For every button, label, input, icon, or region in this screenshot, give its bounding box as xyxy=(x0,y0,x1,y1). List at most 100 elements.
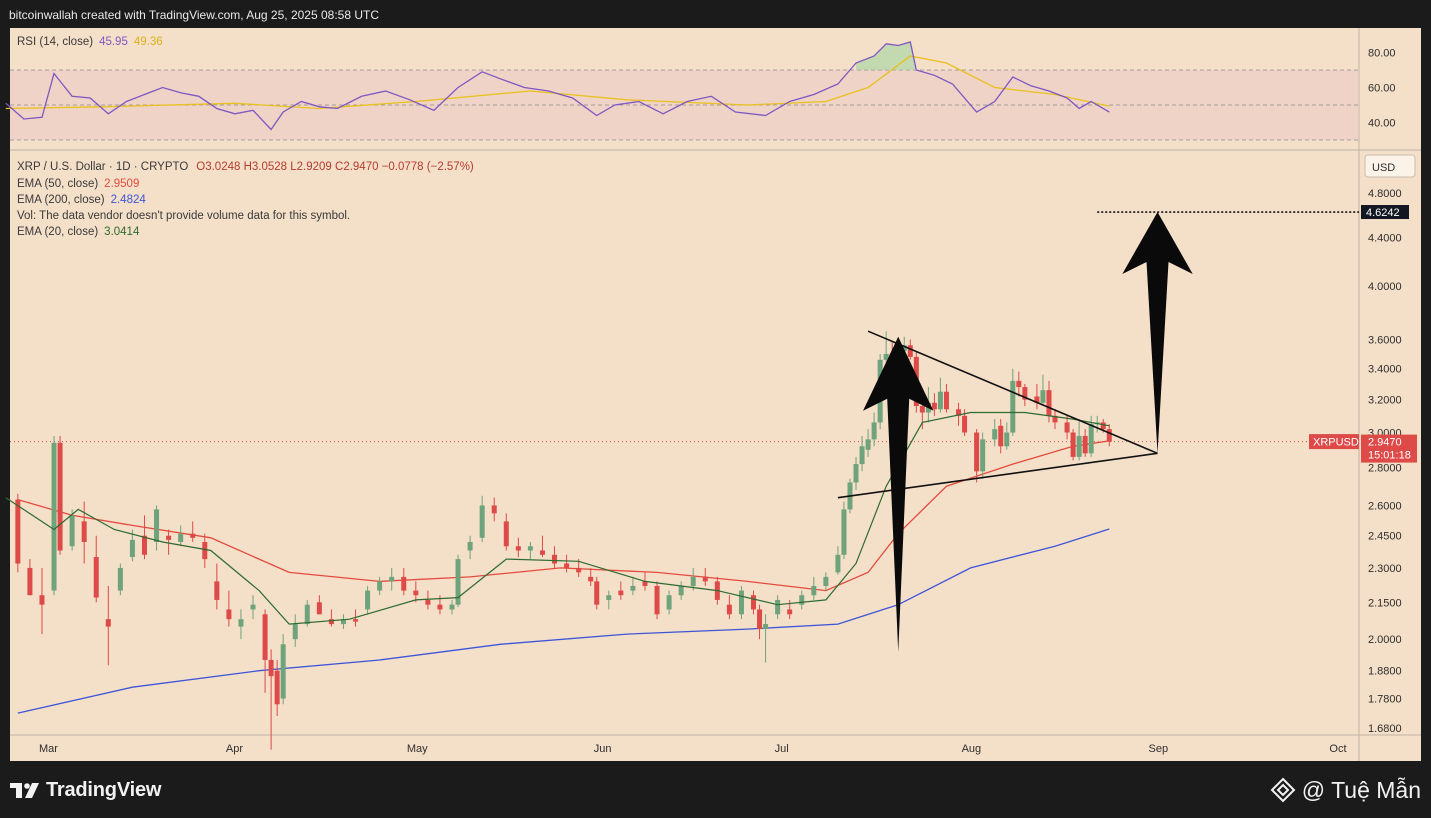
candle-body xyxy=(883,353,889,360)
volume-note: Vol: The data vendor doesn't provide vol… xyxy=(17,210,350,222)
binance-diamond-icon xyxy=(1270,777,1296,803)
candle-down xyxy=(751,590,757,615)
candle-body xyxy=(841,509,847,555)
candle-down xyxy=(576,559,582,577)
currency-button-box[interactable] xyxy=(1364,154,1416,178)
candle-up xyxy=(1004,422,1010,450)
candle-body xyxy=(449,604,455,610)
candle-down xyxy=(618,581,624,600)
candle-body xyxy=(702,576,708,582)
candle-body xyxy=(401,576,407,591)
candle-up xyxy=(69,509,75,551)
rsi-line xyxy=(5,41,1110,131)
candle-up xyxy=(871,412,877,447)
candle-body xyxy=(690,576,696,586)
currency-button[interactable]: USD xyxy=(1364,154,1416,178)
candle-up xyxy=(377,576,383,596)
candle-body xyxy=(214,581,220,600)
symbol-tag-label: XRPUSD xyxy=(1313,437,1359,449)
candle-body xyxy=(998,425,1004,447)
time-tick-label: Apr xyxy=(226,743,243,755)
candle-up xyxy=(449,599,455,615)
candle-body xyxy=(666,595,672,610)
candle-down xyxy=(491,497,497,522)
candle-down xyxy=(564,554,570,573)
price-tick-label: 4.4000 xyxy=(1368,232,1402,244)
time-tick-label: Jun xyxy=(594,743,612,755)
candle-body xyxy=(787,609,793,615)
candle-down xyxy=(190,521,196,543)
candle-up xyxy=(292,614,298,647)
candle-down xyxy=(1034,383,1040,410)
candle-body xyxy=(1106,429,1112,442)
bar-countdown: 15:01:18 xyxy=(1368,450,1411,462)
candle-up xyxy=(980,432,986,479)
candle-down xyxy=(943,383,949,413)
ema200-legend: EMA (200, close) 2.4824 xyxy=(17,194,146,206)
currency-label[interactable]: USD xyxy=(1372,162,1395,174)
candle-up xyxy=(1076,419,1082,461)
candle-down xyxy=(1052,409,1058,430)
rsi-tick-label: 60.00 xyxy=(1368,83,1396,95)
candle-down xyxy=(27,559,33,596)
candle-body xyxy=(81,521,87,543)
candle-down xyxy=(654,581,660,620)
candle-body xyxy=(69,515,75,547)
candle-body xyxy=(178,533,184,543)
candle-up xyxy=(835,546,841,575)
ema200-line xyxy=(17,528,1110,714)
candle-down xyxy=(425,590,431,610)
candle-down xyxy=(757,604,763,640)
watermark-text: @ Tuệ Mẫn xyxy=(1301,776,1421,803)
candle-body xyxy=(39,595,45,605)
price-axis[interactable]: 4.80004.40004.00003.60003.40003.20003.00… xyxy=(1368,188,1402,735)
chart-caption-bar: bitcoinwallah created with TradingView.c… xyxy=(0,0,1431,28)
candle-down xyxy=(328,609,334,627)
candle-up xyxy=(853,456,859,491)
candle-down xyxy=(214,563,220,610)
candle-up xyxy=(606,590,612,610)
tradingview-logo-icon xyxy=(10,783,39,798)
last-price-label: 2.9470 xyxy=(1368,437,1402,449)
candle-up xyxy=(1010,368,1016,436)
candle-up xyxy=(154,505,160,551)
candle-down xyxy=(702,567,708,586)
pennant-upper-line xyxy=(867,330,1158,455)
candle-up xyxy=(467,535,473,560)
candle-up xyxy=(630,576,636,596)
candle-up xyxy=(51,435,57,596)
candle-body xyxy=(250,604,256,610)
candle-up xyxy=(738,585,744,620)
candle-body xyxy=(467,542,473,551)
candle-up xyxy=(823,572,829,591)
candle-down xyxy=(105,585,111,666)
candle-down xyxy=(268,649,274,750)
candle-up xyxy=(937,377,943,413)
candle-body xyxy=(956,409,962,416)
candle-body xyxy=(274,670,280,705)
candle-body xyxy=(292,624,298,640)
price-tick-label: 2.0000 xyxy=(1368,634,1402,646)
last-price-box xyxy=(1361,434,1417,463)
candle-body xyxy=(515,546,521,551)
candle-body xyxy=(974,432,980,472)
candle-body xyxy=(1088,424,1094,454)
candle-down xyxy=(57,435,63,555)
ema20-line xyxy=(5,411,1110,625)
candle-body xyxy=(166,535,172,540)
candle-body xyxy=(901,345,907,352)
candle-down xyxy=(552,546,558,568)
rsi-label: RSI (14, close) 45.95 49.36 xyxy=(17,36,163,48)
time-tick-label: Oct xyxy=(1329,743,1346,755)
symbol-line: XRP / U.S. Dollar · 1D · CRYPTO O3.0248 H… xyxy=(17,161,474,173)
candle-body xyxy=(129,539,135,557)
candle-body xyxy=(455,559,461,605)
time-axis[interactable]: Mar Apr May Jun Jul Aug Sep Oct xyxy=(39,743,1347,755)
candle-body xyxy=(1040,390,1046,403)
tradingview-brand[interactable]: TradingView xyxy=(10,776,161,804)
target-price-box xyxy=(1361,205,1409,220)
rsi-value: 45.95 xyxy=(99,36,128,48)
price-tick-label: 3.2000 xyxy=(1368,395,1402,407)
candle-body xyxy=(823,576,829,586)
